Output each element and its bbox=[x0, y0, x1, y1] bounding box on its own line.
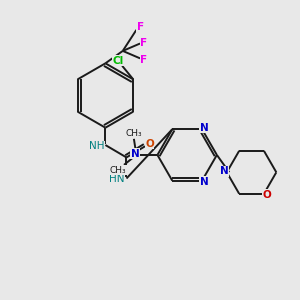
Text: CH₃: CH₃ bbox=[126, 129, 142, 138]
Text: F: F bbox=[140, 38, 147, 49]
Text: O: O bbox=[145, 139, 154, 149]
Text: F: F bbox=[136, 22, 144, 32]
Text: O: O bbox=[262, 190, 271, 200]
Text: Cl: Cl bbox=[113, 56, 124, 66]
Text: N: N bbox=[200, 123, 208, 133]
Text: F: F bbox=[140, 55, 147, 64]
Text: NH: NH bbox=[89, 141, 104, 151]
Text: N: N bbox=[131, 149, 140, 159]
Text: CH₃: CH₃ bbox=[110, 166, 126, 175]
Text: N: N bbox=[220, 166, 229, 176]
Text: N: N bbox=[200, 177, 208, 187]
Text: HN: HN bbox=[109, 174, 124, 184]
